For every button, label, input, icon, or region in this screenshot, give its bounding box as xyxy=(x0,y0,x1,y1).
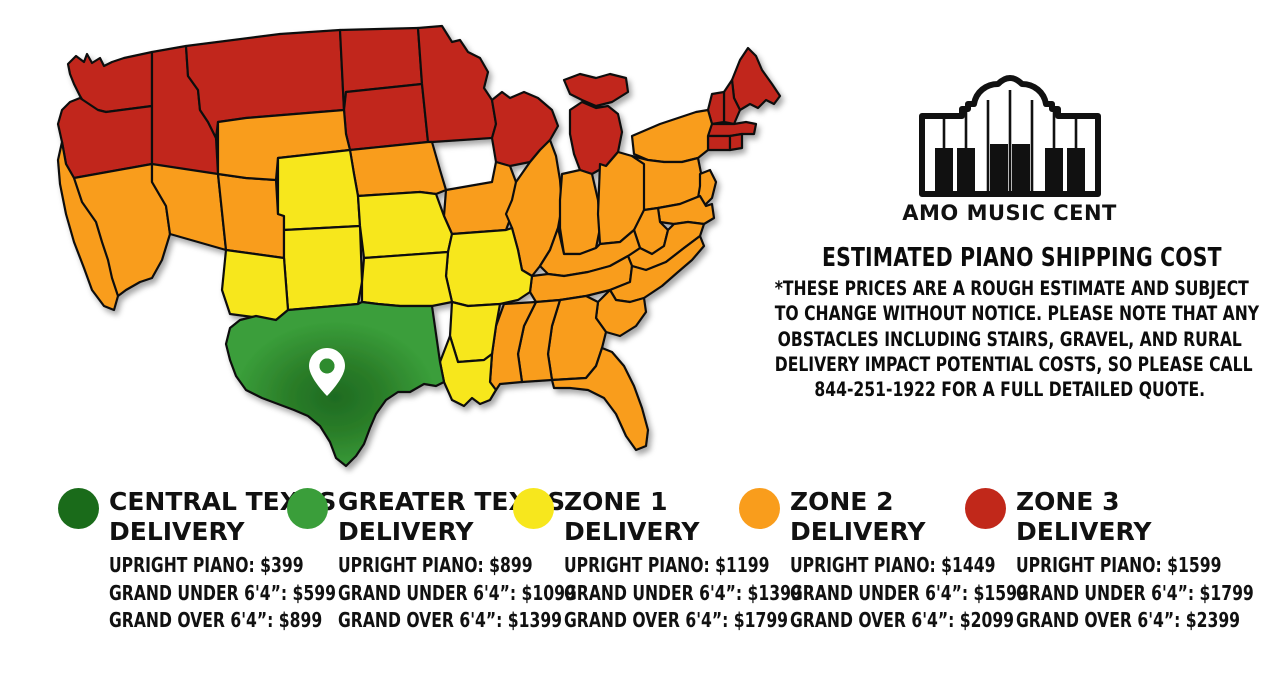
legend-color-dot-zone-3 xyxy=(965,488,1006,529)
zone-legend: CENTRAL TEXAS DELIVERY UPRIGHT PIANO: $3… xyxy=(0,487,1272,667)
legend-subtitle: DELIVERY xyxy=(790,517,926,546)
price-grand-under: GRAND UNDER 6'4”: $1399 xyxy=(564,580,802,605)
shipping-disclaimer: *THESE PRICES ARE A ROUGH ESTIMATE AND S… xyxy=(775,276,1260,403)
legend-subtitle: DELIVERY xyxy=(338,517,474,546)
map-pin-central-texas[interactable] xyxy=(309,348,345,396)
logo-wordmark: ALAMO MUSIC CENTER xyxy=(902,201,1118,225)
legend-item-zone-2[interactable]: ZONE 2 DELIVERY UPRIGHT PIANO: $1449 GRA… xyxy=(739,487,1095,635)
state-CA[interactable] xyxy=(58,142,170,310)
price-upright: UPRIGHT PIANO: $899 xyxy=(338,553,533,577)
state-NM[interactable] xyxy=(284,226,362,310)
legend-prices: UPRIGHT PIANO: $1449 GRAND UNDER 6'4”: $… xyxy=(790,552,1095,635)
legend-color-dot-zone-1 xyxy=(513,488,554,529)
brand-logo-wrap: ALAMO MUSIC CENTER xyxy=(775,70,1245,230)
disclaimer-line-4: DELIVERY IMPACT POTENTIAL COSTS, SO PLEA… xyxy=(775,353,1253,377)
state-NY[interactable] xyxy=(632,110,712,162)
state-SD[interactable] xyxy=(344,84,428,150)
state-LA[interactable] xyxy=(440,336,496,406)
disclaimer-line-5: 844-251-1922 FOR A FULL DETAILED QUOTE. xyxy=(814,378,1206,402)
state-NE[interactable] xyxy=(350,142,446,196)
info-panel: ALAMO MUSIC CENTER ESTIMATED PIANO SHIPP… xyxy=(775,70,1260,403)
legend-prices: UPRIGHT PIANO: $1599 GRAND UNDER 6'4”: $… xyxy=(1016,552,1272,635)
price-upright: UPRIGHT PIANO: $399 xyxy=(109,553,304,577)
price-grand-over: GRAND OVER 6'4”: $1799 xyxy=(564,608,789,633)
legend-title: ZONE 2 xyxy=(790,487,894,516)
legend-prices: UPRIGHT PIANO: $399 GRAND UNDER 6'4”: $5… xyxy=(109,552,400,635)
price-upright: UPRIGHT PIANO: $1599 xyxy=(1016,553,1222,577)
legend-color-dot-central-texas xyxy=(58,488,99,529)
disclaimer-line-1: *THESE PRICES ARE A ROUGH ESTIMATE AND S… xyxy=(775,277,1250,301)
zone2-states xyxy=(58,110,716,450)
price-grand-under: GRAND UNDER 6'4”: $1799 xyxy=(1016,580,1254,605)
legend-subtitle: DELIVERY xyxy=(109,517,245,546)
legend-head: ZONE 3 DELIVERY xyxy=(965,487,1272,547)
legend-subtitle: DELIVERY xyxy=(1016,517,1152,546)
shipping-cost-title: ESTIMATED PIANO SHIPPING COST xyxy=(822,243,1222,273)
legend-item-central-texas[interactable]: CENTRAL TEXAS DELIVERY UPRIGHT PIANO: $3… xyxy=(58,487,400,635)
state-MA[interactable] xyxy=(708,122,756,136)
price-grand-over: GRAND OVER 6'4”: $899 xyxy=(109,608,323,633)
state-UT[interactable] xyxy=(218,174,284,258)
state-CO[interactable] xyxy=(278,150,360,230)
price-upright: UPRIGHT PIANO: $1199 xyxy=(564,553,770,577)
disclaimer-line-3: OBSTACLES INCLUDING STAIRS, GRAVEL, AND … xyxy=(777,327,1243,351)
alamo-music-center-logo: ALAMO MUSIC CENTER xyxy=(902,75,1118,225)
state-MN[interactable] xyxy=(418,26,496,142)
price-grand-under: GRAND UNDER 6'4”: $599 xyxy=(109,580,336,605)
price-grand-over: GRAND OVER 6'4”: $2099 xyxy=(790,608,1015,633)
zone1-states xyxy=(222,150,532,406)
state-IN[interactable] xyxy=(560,170,600,254)
legend-prices: UPRIGHT PIANO: $1199 GRAND UNDER 6'4”: $… xyxy=(564,552,869,635)
legend-subtitle: DELIVERY xyxy=(564,517,700,546)
map-panel xyxy=(40,14,830,484)
state-ME[interactable] xyxy=(732,48,780,110)
state-IA[interactable] xyxy=(444,162,518,234)
legend-color-dot-greater-texas xyxy=(287,488,328,529)
state-FL[interactable] xyxy=(552,348,648,450)
zone3-newengland xyxy=(708,48,780,150)
legend-item-zone-1[interactable]: ZONE 1 DELIVERY UPRIGHT PIANO: $1199 GRA… xyxy=(513,487,869,635)
legend-titles: ZONE 1 DELIVERY xyxy=(564,487,699,547)
price-grand-under: GRAND UNDER 6'4”: $1599 xyxy=(790,580,1028,605)
legend-color-dot-zone-2 xyxy=(739,488,780,529)
state-AR[interactable] xyxy=(450,302,500,362)
legend-item-zone-3[interactable]: ZONE 3 DELIVERY UPRIGHT PIANO: $1599 GRA… xyxy=(965,487,1272,635)
price-upright: UPRIGHT PIANO: $1449 xyxy=(790,553,996,577)
state-RI[interactable] xyxy=(730,134,742,150)
price-grand-over: GRAND OVER 6'4”: $1399 xyxy=(338,608,563,633)
united-states-shipping-zone-map[interactable] xyxy=(40,14,830,484)
state-OK[interactable] xyxy=(362,252,452,306)
state-WA[interactable] xyxy=(68,52,152,112)
state-AZ[interactable] xyxy=(222,250,288,320)
price-grand-over: GRAND OVER 6'4”: $2399 xyxy=(1016,608,1241,633)
zone3-states xyxy=(58,26,628,182)
state-NJ[interactable] xyxy=(698,170,716,206)
legend-titles: ZONE 3 DELIVERY xyxy=(1016,487,1151,547)
legend-head: ZONE 2 DELIVERY xyxy=(739,487,1095,547)
state-KS[interactable] xyxy=(358,192,452,258)
price-grand-under: GRAND UNDER 6'4”: $1099 xyxy=(338,580,576,605)
legend-head: ZONE 1 DELIVERY xyxy=(513,487,869,547)
legend-prices: UPRIGHT PIANO: $899 GRAND UNDER 6'4”: $1… xyxy=(338,552,643,635)
state-CT[interactable] xyxy=(708,136,730,150)
legend-titles: ZONE 2 DELIVERY xyxy=(790,487,925,547)
state-MD-DE[interactable] xyxy=(658,196,714,224)
legend-title: ZONE 1 xyxy=(564,487,668,516)
legend-title: ZONE 3 xyxy=(1016,487,1120,516)
disclaimer-line-2: TO CHANGE WITHOUT NOTICE. PLEASE NOTE TH… xyxy=(775,302,1260,326)
